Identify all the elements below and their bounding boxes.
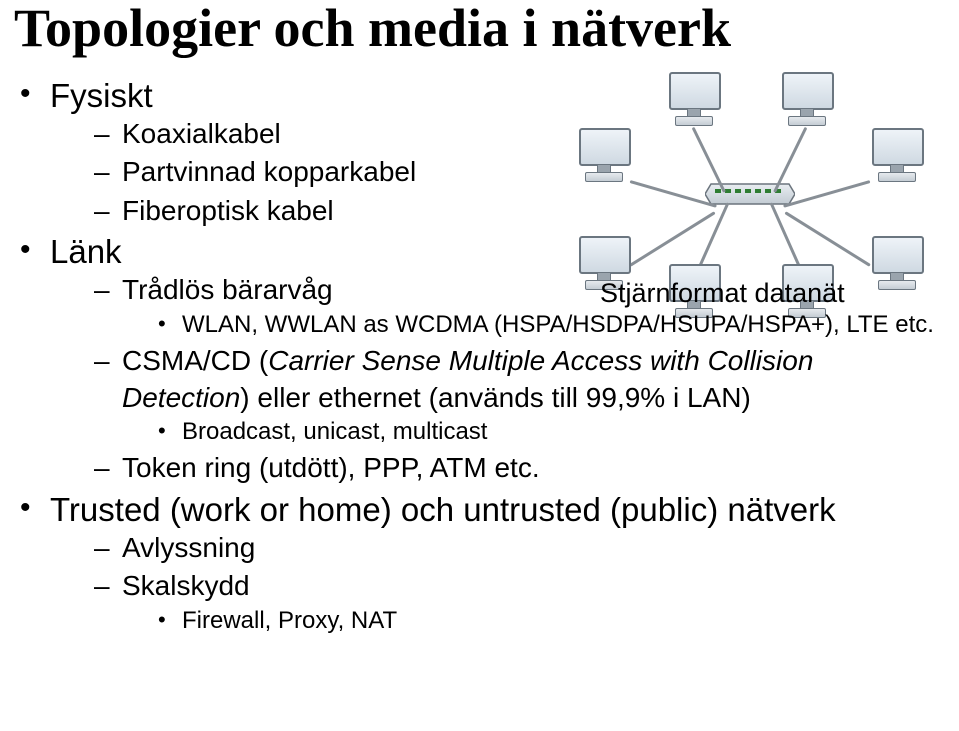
text-part: CSMA/CD ( — [122, 345, 268, 376]
bullet-skalskydd: Skalskydd Firewall, Proxy, NAT — [86, 568, 941, 637]
bullet-label: Trusted (work or home) och untrusted (pu… — [50, 491, 836, 528]
bullet-trusted: Trusted (work or home) och untrusted (pu… — [14, 489, 941, 637]
bullet-label: Skalskydd — [122, 570, 250, 601]
bullet-fysiskt: Fysiskt Koaxialkabel Partvinnad kopparka… — [14, 75, 941, 229]
bullet-fiber: Fiberoptisk kabel — [86, 193, 941, 229]
bullet-wlan: WLAN, WWLAN as WCDMA (HSPA/HSDPA/HSUPA/H… — [152, 309, 941, 341]
bullet-partvinnad: Partvinnad kopparkabel — [86, 154, 941, 190]
bullet-lank: Länk Trådlös bärarvåg WLAN, WWLAN as WCD… — [14, 231, 941, 487]
bullet-csmacd: CSMA/CD (Carrier Sense Multiple Access w… — [86, 343, 941, 448]
bullet-label: Fysiskt — [50, 77, 153, 114]
bullet-avlyssning: Avlyssning — [86, 530, 941, 566]
slide: Topologier och media i nätverk Stjärnfor… — [0, 0, 959, 731]
text-part: ) eller ethernet (används till 99,9% i L… — [240, 382, 750, 413]
bullet-firewall: Firewall, Proxy, NAT — [152, 605, 941, 637]
bullet-label: Trådlös bärarvåg — [122, 274, 333, 305]
bullet-list: Fysiskt Koaxialkabel Partvinnad kopparka… — [14, 75, 941, 637]
bullet-koaxial: Koaxialkabel — [86, 116, 941, 152]
bullet-tokenring: Token ring (utdött), PPP, ATM etc. — [86, 450, 941, 486]
bullet-tradlos: Trådlös bärarvåg WLAN, WWLAN as WCDMA (H… — [86, 272, 941, 341]
bullet-broadcast: Broadcast, unicast, multicast — [152, 416, 941, 448]
slide-title: Topologier och media i nätverk — [14, 0, 941, 57]
bullet-label: Länk — [50, 233, 122, 270]
